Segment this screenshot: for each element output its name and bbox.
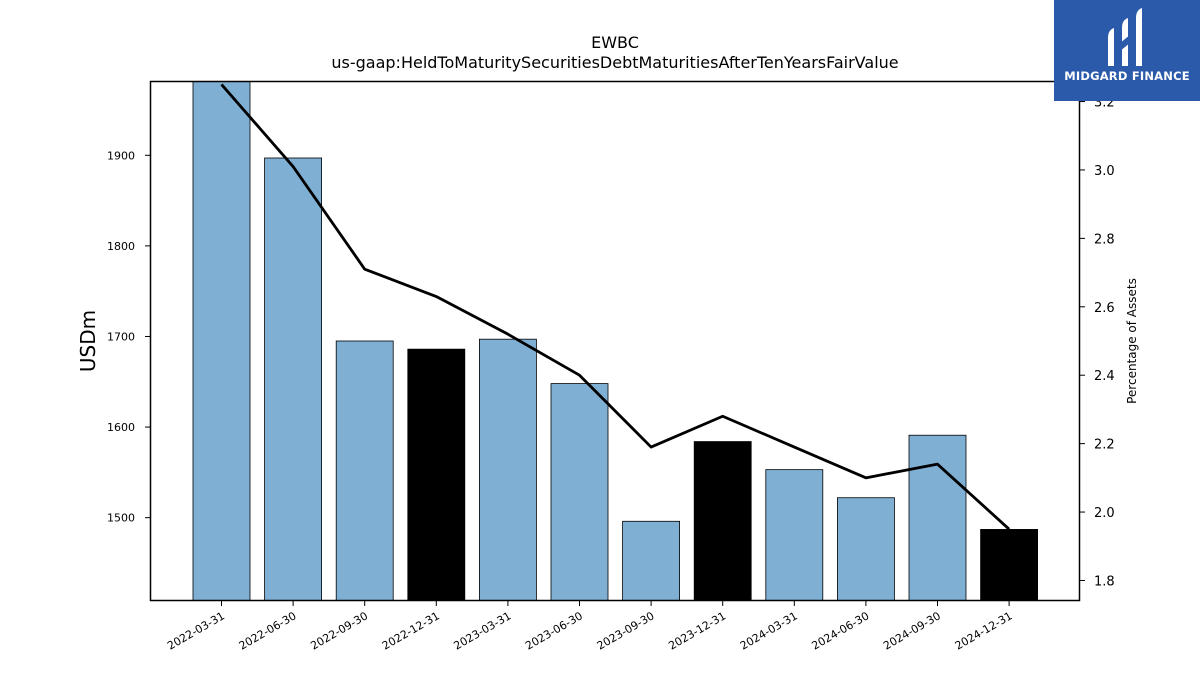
y2-tick-label: 2.6: [1094, 301, 1115, 316]
bar-2024-12-31: [980, 529, 1038, 601]
y-tick-label: 1800: [107, 240, 135, 253]
y-tick-label: 1700: [107, 330, 135, 343]
x-axis: 2022-03-31 2022-06-30 2022-09-30 2022-12-31…: [165, 601, 1015, 653]
y2-tick-label: 2.0: [1094, 506, 1115, 521]
x-tick-label: 2022-12-31: [380, 609, 442, 652]
chart-title: EWBC: [591, 33, 639, 52]
y2-tick-label: 3.0: [1094, 164, 1115, 179]
x-tick-label: 2024-06-30: [810, 609, 872, 652]
x-tick-label: 2023-06-30: [523, 609, 585, 652]
x-tick-label: 2024-09-30: [881, 609, 943, 652]
bar-2024-09-30: [908, 434, 967, 601]
bar-2022-06-30: [264, 157, 323, 601]
x-tick-label: 2024-12-31: [953, 609, 1015, 652]
x-tick-label: 2023-09-30: [595, 609, 657, 652]
y-axis-label: USDm: [76, 310, 100, 372]
y-axis-right: 1.82.02.22.42.62.83.03.2: [1080, 96, 1115, 589]
x-tick-label: 2023-12-31: [666, 609, 728, 652]
x-tick-label: 2024-03-31: [738, 609, 800, 652]
line-series: [220, 83, 1011, 531]
bar-2024-06-30: [837, 497, 895, 601]
bar-2024-03-31: [765, 469, 824, 601]
y2-axis-label: Percentage of Assets: [1125, 278, 1139, 404]
x-tick-label: 2023-03-31: [452, 609, 514, 652]
bar-2022-12-31: [407, 348, 466, 601]
x-tick-label: 2022-09-30: [308, 609, 370, 652]
y-axis-left: 1500 1600 1700 1800 1900: [107, 149, 150, 525]
bar-2022-03-31: [192, 81, 251, 601]
midgard-finance-logo: MIDGARD FINANCE: [1054, 0, 1200, 101]
bar-series: [192, 81, 1038, 601]
y-tick-label: 1500: [107, 512, 135, 525]
y2-tick-label: 2.2: [1094, 438, 1115, 453]
bar-2023-12-31: [693, 441, 752, 601]
y-tick-label: 1900: [107, 149, 135, 162]
bar-2023-06-30: [550, 383, 609, 601]
y2-tick-label: 2.4: [1094, 369, 1115, 384]
x-tick-label: 2022-03-31: [165, 609, 227, 652]
bar-2023-03-31: [478, 338, 537, 601]
bar-2023-09-30: [622, 520, 680, 601]
logo-mark-icon: [1108, 8, 1142, 66]
chart-subtitle: us-gaap:HeldToMaturitySecuritiesDebtMatu…: [331, 53, 898, 72]
bar-2022-09-30: [335, 340, 394, 601]
y2-tick-label: 1.8: [1094, 574, 1115, 589]
x-tick-label: 2022-06-30: [237, 609, 299, 652]
logo-text: MIDGARD FINANCE: [1064, 69, 1190, 83]
plot-frame: [149, 80, 1081, 602]
percentage-line: [220, 83, 1011, 531]
y2-tick-label: 2.8: [1094, 232, 1115, 247]
y-tick-label: 1600: [107, 421, 135, 434]
